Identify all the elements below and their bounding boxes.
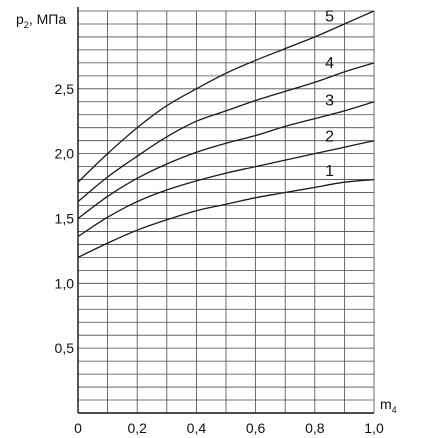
series-label-2: 2 [325,128,334,145]
y-tick-label: 1,0 [55,275,75,291]
x-tick-label: 1,0 [364,420,384,436]
x-axis-title: m4 [380,396,397,415]
x-tick-labels: 0 0,2 0,4 0,6 0,8 1,0 [74,420,384,436]
x-tick-label: 0,8 [305,420,325,436]
y-tick-label: 0,5 [55,340,75,356]
series-labels: 1 2 3 4 5 [325,8,334,179]
series-line-5 [77,10,375,183]
x-tick-label: 0,4 [187,420,207,436]
y-tick-label: 1,5 [55,210,75,226]
series-line-3 [77,101,375,220]
y-tick-label: 2,0 [55,146,75,162]
x-tick-label: 0,2 [127,420,147,436]
series-line-4 [77,62,375,203]
y-tick-labels: 0,5 1,0 1,5 2,0 2,5 [55,81,75,356]
series-label-4: 4 [325,55,334,72]
grid [78,10,375,413]
series-label-3: 3 [325,93,334,110]
y-axis-title: p2, МПа [16,11,66,30]
x-tick-label: 0,6 [246,420,266,436]
series-label-1: 1 [325,163,334,180]
series-label-5: 5 [325,8,334,25]
y-tick-label: 2,5 [55,81,75,97]
axes [77,7,374,414]
series-line-2 [77,140,375,238]
series-line-1 [77,178,375,258]
curves [77,10,375,258]
x-tick-label: 0 [74,420,82,436]
